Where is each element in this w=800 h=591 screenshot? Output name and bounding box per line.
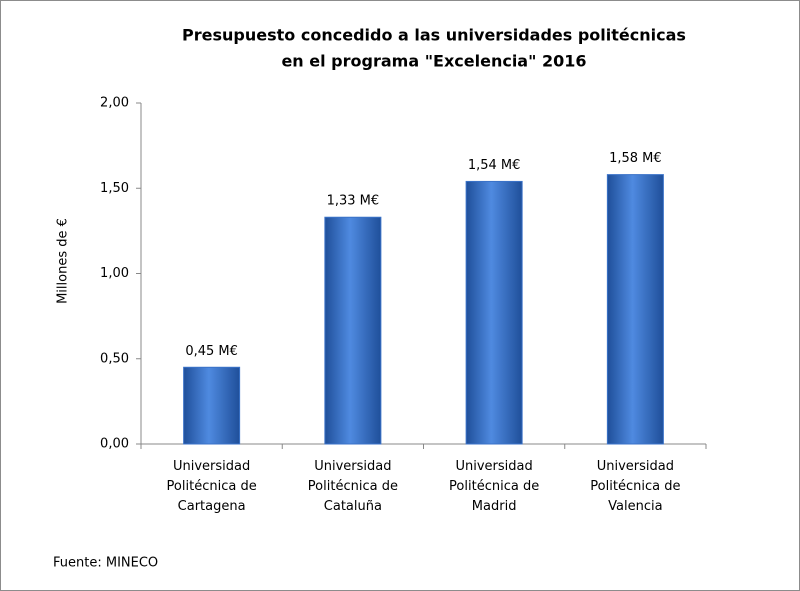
y-tick-label: 0,00 bbox=[100, 437, 129, 452]
bar bbox=[465, 180, 523, 445]
y-tick-label: 1,00 bbox=[100, 266, 129, 281]
value-label: 1,58 M€ bbox=[609, 151, 662, 166]
value-label: 1,33 M€ bbox=[327, 194, 380, 209]
value-label: 1,54 M€ bbox=[468, 158, 521, 173]
x-tick-label: Universidad Politécnica de Cartagena bbox=[166, 459, 257, 514]
y-tick-label: 1,50 bbox=[100, 181, 129, 196]
x-tick-label: Universidad Politécnica de Madrid bbox=[449, 459, 540, 514]
bar bbox=[324, 216, 382, 445]
y-axis-label: Millones de € bbox=[56, 218, 71, 304]
chart-title: Presupuesto concedido a las universidade… bbox=[182, 26, 686, 45]
chart-subtitle: en el programa "Excelencia" 2016 bbox=[281, 52, 586, 71]
value-label: 0,45 M€ bbox=[185, 344, 238, 359]
bar bbox=[606, 174, 664, 445]
x-tick-label: Universidad Politécnica de Valencia bbox=[590, 459, 681, 514]
bar bbox=[183, 366, 241, 445]
y-tick-label: 0,50 bbox=[100, 351, 129, 366]
x-tick-label: Universidad Politécnica de Cataluña bbox=[307, 459, 398, 514]
y-tick-label: 2,00 bbox=[100, 96, 129, 111]
source-note: Fuente: MINECO bbox=[53, 556, 158, 571]
